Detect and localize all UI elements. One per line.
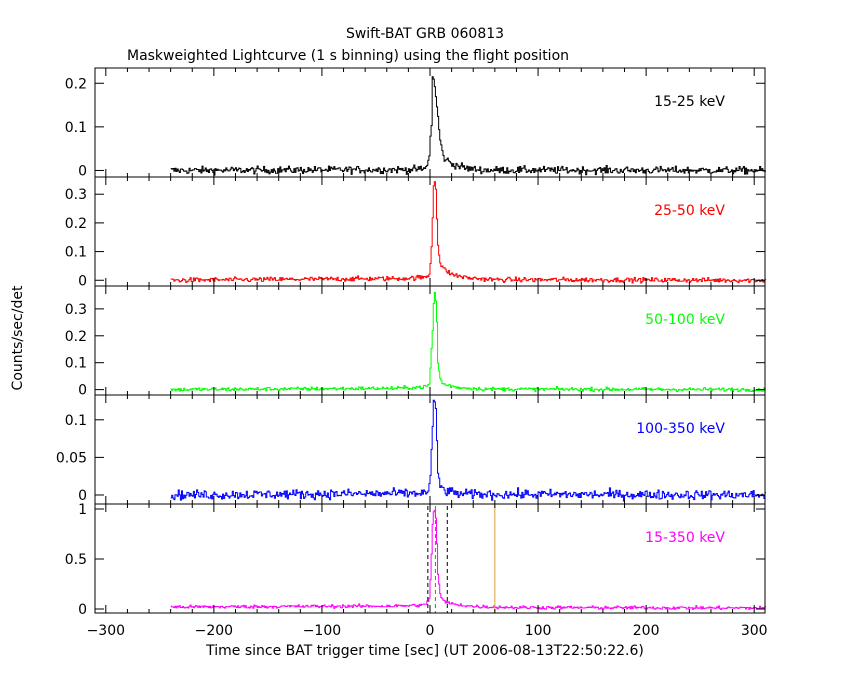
y-tick-label-1-2: 0.2 — [65, 216, 87, 232]
y-tick-label-0-1: 0.1 — [65, 120, 87, 136]
lightcurve-series-4 — [170, 509, 767, 610]
panel-frame-0 — [94, 67, 766, 178]
lightcurve-series-0 — [170, 76, 767, 176]
y-tick-label-1-0: 0 — [78, 273, 87, 289]
x-tick-label-0: −300 — [87, 623, 125, 639]
lightcurve-series-2 — [170, 291, 767, 393]
chart-title: Swift-BAT GRB 060813 — [346, 26, 504, 42]
band-label-3: 100-350 keV — [636, 421, 725, 437]
band-label-0: 15-25 keV — [654, 94, 725, 110]
panels-group: 0 0.1 0.2 15-25 keV 0 0.1 0.2 0.3 25-50 keV 0 0.1 0… — [56, 67, 768, 639]
band-label-1: 25-50 keV — [654, 203, 725, 219]
y-tick-label-4-2: 1 — [78, 502, 87, 518]
x-tick-label-6: 300 — [741, 623, 768, 639]
y-tick-label-3-1: 0.05 — [56, 450, 87, 466]
y-tick-label-2-3: 0.3 — [65, 302, 87, 318]
x-tick-label-1: −200 — [195, 623, 233, 639]
y-tick-label-1-3: 0.3 — [65, 187, 87, 203]
y-tick-label-0-0: 0 — [78, 163, 87, 179]
y-tick-label-3-0: 0 — [78, 488, 87, 504]
x-tick-label-2: −100 — [303, 623, 341, 639]
band-label-2: 50-100 keV — [645, 312, 725, 328]
y-tick-label-2-2: 0.2 — [65, 329, 87, 345]
panel-frame-3 — [94, 394, 766, 505]
y-tick-label-4-1: 0.5 — [65, 552, 87, 568]
lightcurve-series-1 — [170, 181, 767, 284]
y-tick-label-2-0: 0 — [78, 383, 87, 399]
x-tick-label-3: 0 — [426, 623, 435, 639]
y-tick-label-0-2: 0.2 — [65, 76, 87, 92]
x-tick-label-4: 100 — [525, 623, 552, 639]
lightcurve-series-3 — [170, 399, 767, 502]
y-tick-label-4-0: 0 — [78, 602, 87, 618]
y-tick-label-3-2: 0.1 — [65, 413, 87, 429]
y-tick-label-1-1: 0.1 — [65, 245, 87, 261]
y-axis-label: Counts/sec/det — [10, 285, 26, 390]
y-tick-label-2-1: 0.1 — [65, 356, 87, 372]
x-axis-label: Time since BAT trigger time [sec] (UT 20… — [205, 643, 644, 659]
band-label-4: 15-350 keV — [645, 530, 725, 546]
chart-subtitle: Maskweighted Lightcurve (1 s binning) us… — [127, 48, 569, 64]
x-tick-label-5: 200 — [633, 623, 660, 639]
